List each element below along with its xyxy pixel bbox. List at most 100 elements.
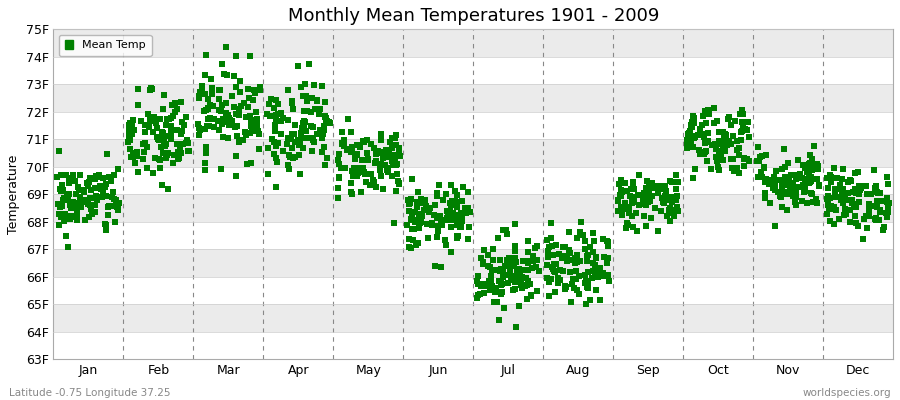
Point xyxy=(284,136,298,142)
Point xyxy=(313,106,328,112)
Point xyxy=(588,270,602,276)
Point xyxy=(579,300,593,307)
Point xyxy=(590,287,604,293)
Point xyxy=(620,220,634,226)
Point xyxy=(697,150,711,157)
Point xyxy=(380,167,394,173)
Point xyxy=(523,280,537,287)
Point xyxy=(66,172,80,178)
Point xyxy=(248,126,262,132)
Point xyxy=(683,138,698,145)
Point xyxy=(778,163,792,170)
Point xyxy=(219,44,233,50)
Point xyxy=(430,227,445,233)
Y-axis label: Temperature: Temperature xyxy=(7,154,20,234)
Point xyxy=(315,83,329,89)
Point xyxy=(202,115,217,121)
Point xyxy=(199,144,213,150)
Point xyxy=(470,278,484,285)
Point xyxy=(161,116,176,122)
Point xyxy=(367,179,382,186)
Point xyxy=(771,177,786,184)
Point xyxy=(786,182,800,188)
Point xyxy=(716,128,730,135)
Point xyxy=(808,160,823,167)
Point xyxy=(586,268,600,274)
Point xyxy=(69,214,84,220)
Point xyxy=(164,136,178,142)
Point xyxy=(711,138,725,144)
Point xyxy=(852,191,867,198)
Point xyxy=(332,174,347,180)
Point xyxy=(202,122,216,129)
Point xyxy=(515,274,529,280)
Point xyxy=(637,213,652,220)
Point xyxy=(562,228,576,235)
Point xyxy=(751,144,765,150)
Point xyxy=(821,196,835,203)
Point xyxy=(702,111,716,118)
Point xyxy=(587,238,601,244)
Point xyxy=(762,200,777,206)
Point xyxy=(87,176,102,182)
Point xyxy=(110,204,124,210)
Point xyxy=(389,187,403,194)
Point xyxy=(54,181,68,188)
Point xyxy=(849,189,863,196)
Point xyxy=(200,123,214,130)
Point xyxy=(558,282,572,289)
Point xyxy=(526,258,541,264)
Point xyxy=(139,121,153,128)
Point xyxy=(434,219,448,225)
Point xyxy=(692,150,706,157)
Point xyxy=(750,158,764,164)
Point xyxy=(430,214,445,221)
Point xyxy=(628,210,643,216)
Point xyxy=(285,98,300,104)
Point xyxy=(83,175,97,181)
Point xyxy=(266,151,281,157)
Point xyxy=(484,283,499,289)
Point xyxy=(868,203,883,209)
Point xyxy=(248,90,263,96)
Point xyxy=(244,117,258,123)
Point xyxy=(823,172,837,178)
Point xyxy=(870,198,885,204)
Point xyxy=(378,148,392,155)
Point xyxy=(56,197,70,203)
Point xyxy=(619,188,634,194)
Point xyxy=(778,177,792,183)
Point xyxy=(554,255,569,261)
Point xyxy=(199,150,213,156)
Point xyxy=(477,290,491,296)
Point xyxy=(680,144,694,151)
Point xyxy=(56,187,70,193)
Point xyxy=(281,116,295,123)
Point xyxy=(68,213,83,220)
Point xyxy=(480,283,494,290)
Point xyxy=(588,273,602,280)
Point xyxy=(508,279,522,285)
Point xyxy=(264,96,278,102)
Point xyxy=(85,205,99,212)
Point xyxy=(520,278,535,284)
Point xyxy=(136,141,150,148)
Point xyxy=(253,84,267,90)
Point xyxy=(820,175,834,182)
Point xyxy=(836,186,850,193)
Point xyxy=(548,269,562,276)
Point xyxy=(359,178,374,185)
Point xyxy=(620,204,634,210)
Point xyxy=(717,131,732,137)
Point xyxy=(449,235,464,241)
Point xyxy=(159,122,174,128)
Point xyxy=(74,200,88,207)
Point xyxy=(405,212,419,218)
Point xyxy=(590,269,604,276)
Point xyxy=(356,138,370,144)
Point xyxy=(520,282,535,288)
Point xyxy=(704,166,718,172)
Point xyxy=(845,200,859,206)
Point xyxy=(408,219,422,225)
Point xyxy=(266,105,281,111)
